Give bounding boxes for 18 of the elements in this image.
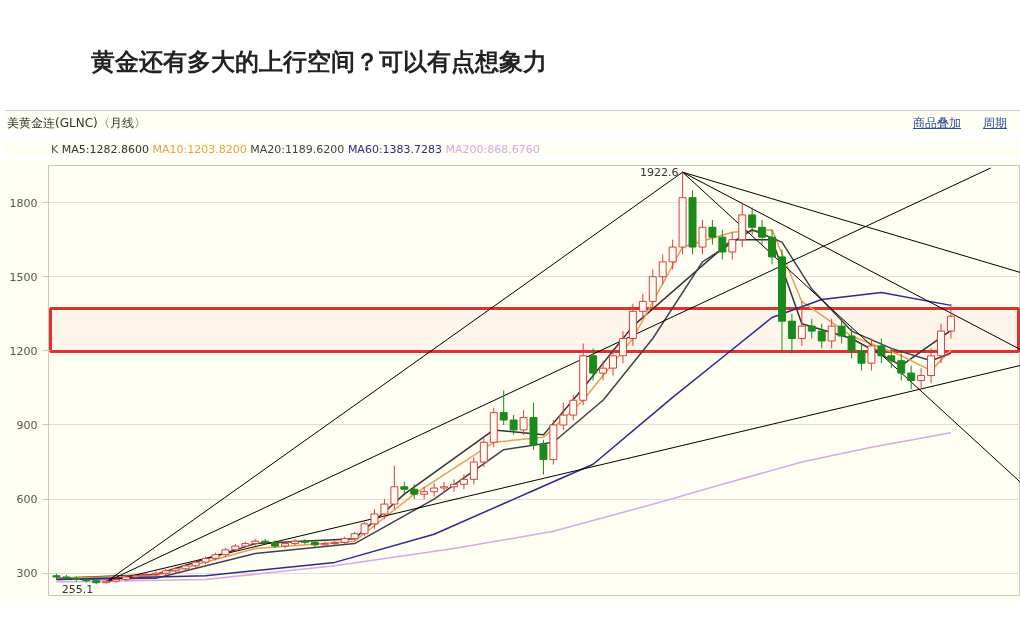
- y-tick-label: 300: [16, 567, 38, 581]
- chart-subtitle: 美黄金连(GLNC)〈月线〉: [7, 115, 146, 132]
- text: 周期: [983, 116, 1007, 130]
- chart-title: 黄金还有多大的上行空间？可以有点想象力: [91, 48, 547, 76]
- y-tick-label: 1200: [9, 344, 38, 358]
- y-tick-label: 900: [16, 418, 38, 432]
- y-tick-label: 1800: [9, 196, 38, 210]
- text: MA5:1282.8600: [61, 143, 149, 156]
- text: MA10:1203.8200: [152, 143, 247, 156]
- annotation: 1922.6: [640, 166, 679, 180]
- text: K: [51, 143, 59, 156]
- y-tick-label: 1500: [9, 270, 38, 284]
- text: 商品叠加: [913, 116, 961, 130]
- text: MA20:1189.6200: [250, 143, 345, 156]
- text: MA200:868.6760: [445, 143, 540, 156]
- text: MA60:1383.7283: [347, 143, 443, 156]
- annotation: 255.1: [61, 583, 94, 597]
- y-tick-label: 600: [16, 493, 38, 507]
